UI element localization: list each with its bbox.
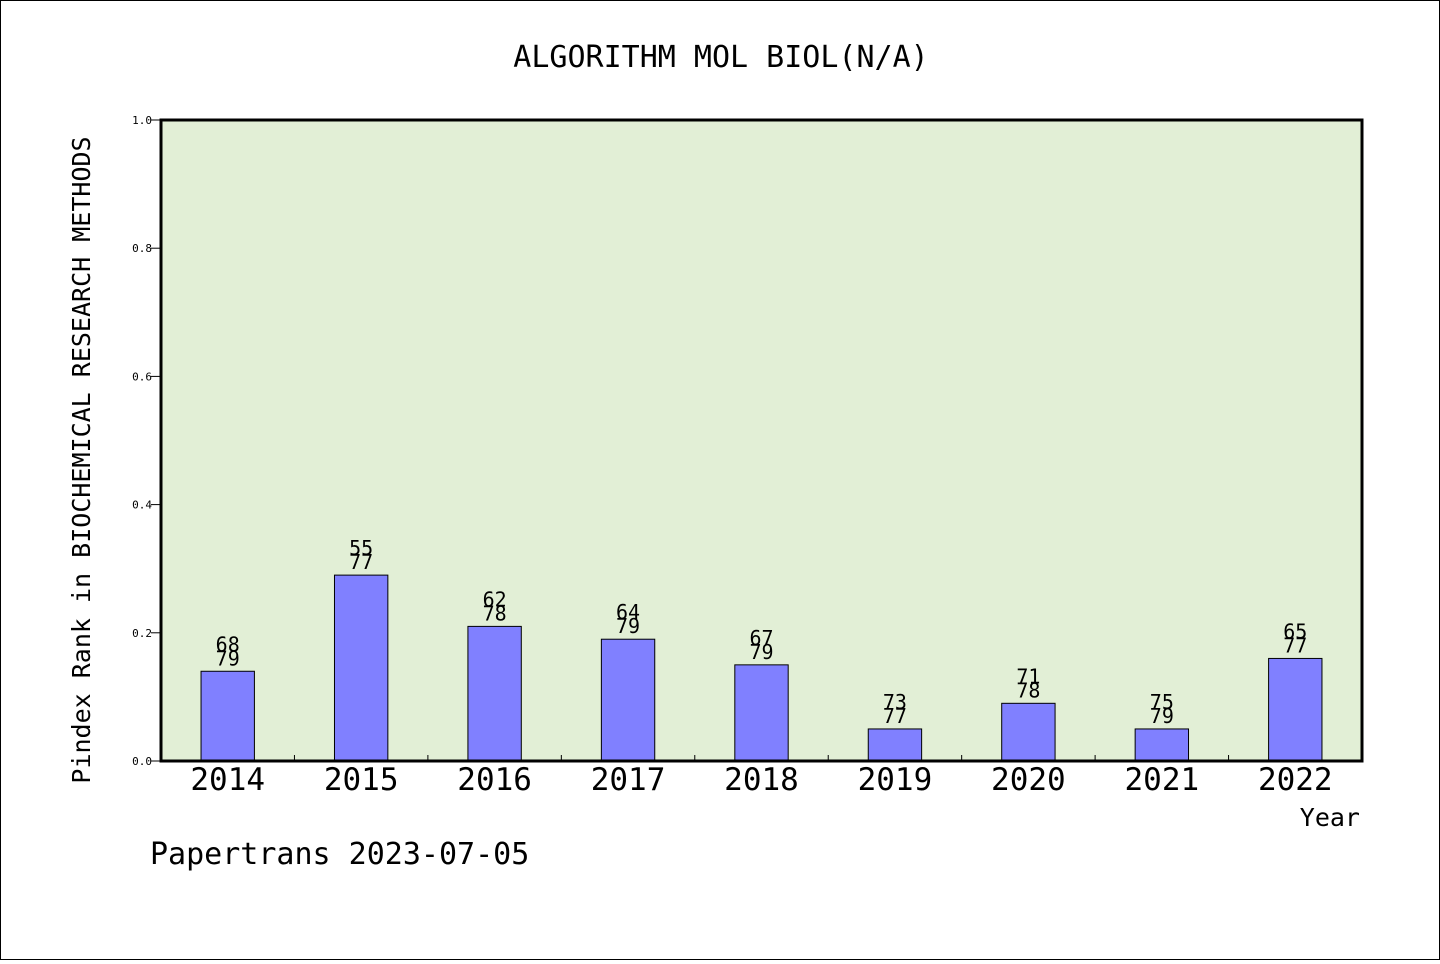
bar-total-label: 78 (1016, 678, 1040, 702)
bar-total-label: 78 (483, 601, 507, 625)
bar-total-label: 77 (1283, 633, 1307, 657)
y-axis: 0.0 0.2 0.4 0.6 0.8 1.0 (132, 114, 161, 768)
x-tick-label: 2014 (190, 762, 265, 798)
bar-total-label: 79 (616, 614, 640, 638)
y-tick-label: 0.4 (132, 499, 152, 512)
bar (200, 670, 255, 762)
y-tick-label: 0.2 (132, 627, 152, 640)
bar (1134, 728, 1190, 762)
x-tick-label: 2018 (724, 762, 799, 798)
y-tick-label: 0.0 (132, 755, 152, 768)
bar-rank-label: 67 (749, 626, 773, 650)
bar-rank-label: 64 (616, 600, 640, 624)
y-tick-label: 0.6 (132, 370, 152, 383)
bars-group (200, 574, 1323, 762)
x-axis: 2014 2015 2016 2017 2018 2019 2020 2021 2022 (190, 755, 1333, 798)
y-axis-label: Pindex Rank in BIOCHEMICAL RESEARCH METH… (67, 136, 96, 783)
bar-total-label: 79 (1150, 704, 1174, 728)
bar-rank-label: 55 (349, 536, 373, 560)
bar-total-label: 77 (349, 550, 373, 574)
bar-rank-label: 71 (1016, 664, 1040, 688)
x-tick-label: 2017 (591, 762, 666, 798)
bar (1268, 657, 1323, 762)
plot-border (159, 118, 1364, 763)
bar-rank-label: 73 (883, 690, 907, 714)
bar (734, 664, 789, 762)
chart-title: ALGORITHM MOL BIOL(N/A) (513, 40, 928, 75)
bar (333, 574, 389, 762)
bar (867, 728, 923, 762)
x-tick-label: 2021 (1125, 762, 1200, 798)
bar-rank-label: 65 (1283, 619, 1307, 643)
bar-rank-label: 75 (1150, 690, 1174, 714)
bar-total-label: 79 (749, 640, 773, 664)
x-tick-label: 2016 (457, 762, 532, 798)
bar-rank-label: 62 (483, 587, 507, 611)
bar (1001, 702, 1056, 762)
bar-total-label: 77 (883, 704, 907, 728)
watermark-text: Papertrans 2023-07-05 (150, 837, 529, 872)
bar-total-label: 79 (216, 646, 240, 670)
x-tick-label: 2015 (324, 762, 399, 798)
bar-rank-label: 68 (216, 632, 240, 656)
x-axis-label: Year (1300, 803, 1360, 832)
x-tick-label: 2022 (1258, 762, 1333, 798)
x-tick-label: 2020 (991, 762, 1066, 798)
y-tick-label: 1.0 (132, 114, 152, 127)
y-tick-label: 0.8 (132, 242, 152, 255)
bar (467, 625, 522, 762)
bar (600, 638, 656, 762)
x-tick-label: 2019 (858, 762, 933, 798)
